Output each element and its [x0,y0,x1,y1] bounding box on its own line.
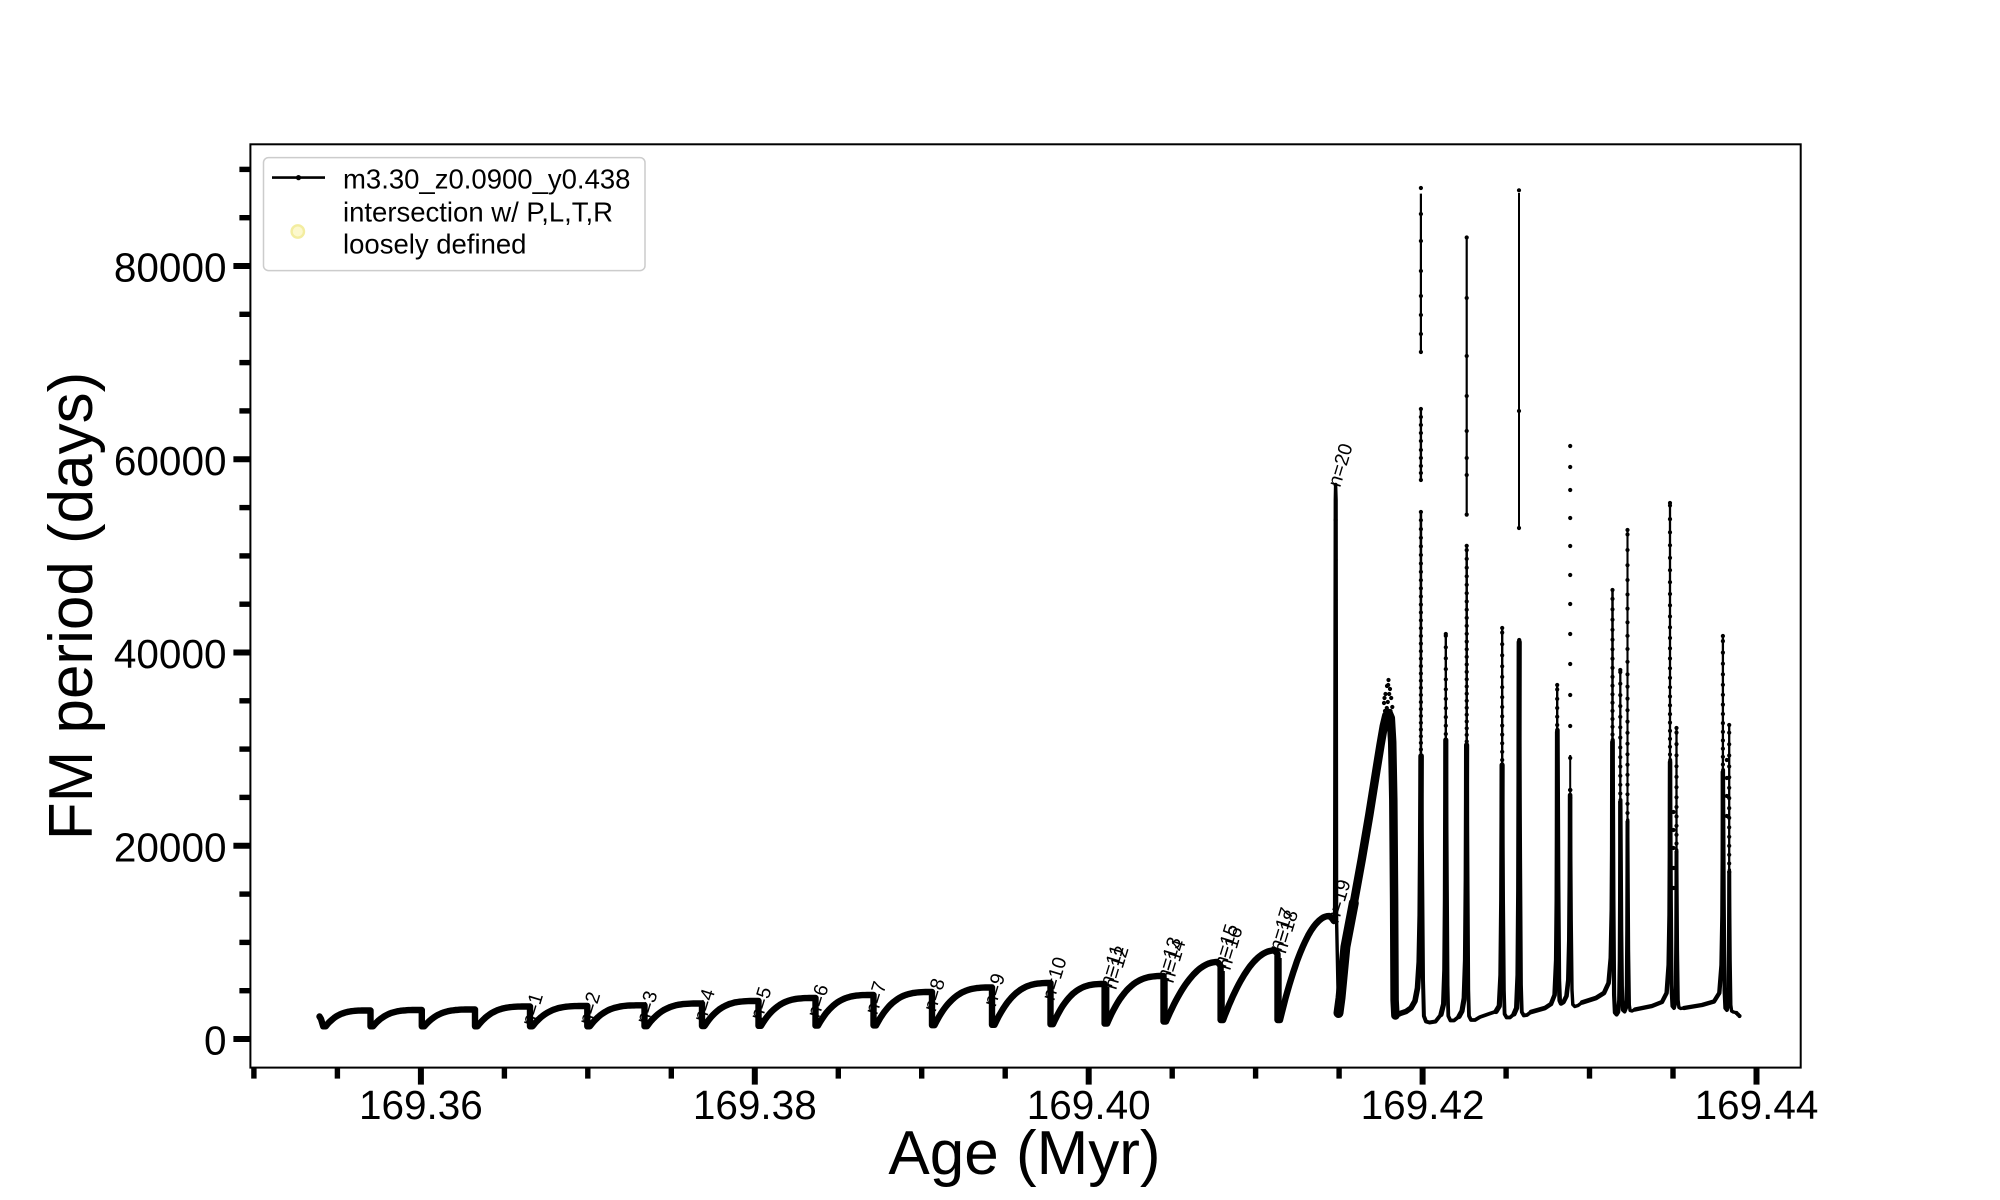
svg-text:n=20: n=20 [1324,441,1358,490]
svg-text:169.44: 169.44 [1695,1082,1819,1128]
svg-text:60000: 60000 [114,438,227,484]
svg-text:n=5: n=5 [746,984,777,1022]
svg-text:m3.30_z0.0900_y0.438: m3.30_z0.0900_y0.438 [343,164,630,195]
svg-text:20000: 20000 [114,824,227,870]
svg-text:n=1: n=1 [517,990,548,1028]
svg-text:169.38: 169.38 [693,1082,817,1128]
svg-text:169.42: 169.42 [1361,1082,1485,1128]
svg-text:intersection w/ P,L,T,R: intersection w/ P,L,T,R [343,197,613,228]
svg-text:169.36: 169.36 [359,1082,483,1128]
svg-text:40000: 40000 [114,631,227,677]
svg-text:n=2: n=2 [575,989,606,1027]
svg-text:Age (Myr): Age (Myr) [888,1119,1160,1188]
svg-text:FM period (days): FM period (days) [37,372,106,841]
svg-text:0: 0 [204,1018,227,1064]
svg-text:80000: 80000 [114,245,227,291]
svg-text:169.40: 169.40 [1027,1082,1151,1128]
svg-text:loosely defined: loosely defined [343,229,526,260]
svg-text:n=3: n=3 [632,988,663,1026]
svg-text:n=4: n=4 [689,986,720,1024]
